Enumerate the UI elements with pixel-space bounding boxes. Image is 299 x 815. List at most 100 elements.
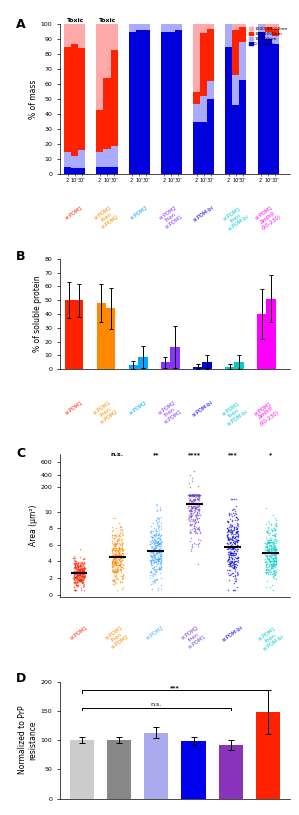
Point xyxy=(75,577,80,590)
Point xyxy=(232,527,237,540)
Bar xyxy=(271,24,279,29)
Point xyxy=(189,489,194,502)
Point xyxy=(80,572,84,585)
Point xyxy=(189,503,193,516)
Point xyxy=(196,508,201,521)
Point xyxy=(152,534,157,547)
Point xyxy=(82,570,87,584)
Point xyxy=(80,561,84,574)
Point xyxy=(272,563,277,576)
Point xyxy=(112,548,117,561)
Point xyxy=(264,540,269,553)
Point xyxy=(78,566,83,579)
Bar xyxy=(232,105,239,174)
Point xyxy=(271,542,276,555)
Point xyxy=(193,537,198,550)
Point xyxy=(271,528,276,541)
Point xyxy=(81,565,86,578)
Point xyxy=(157,562,161,575)
Point xyxy=(267,543,272,556)
Point xyxy=(118,553,123,566)
Point xyxy=(272,518,277,531)
Point xyxy=(120,573,125,586)
Point xyxy=(190,496,194,509)
Point xyxy=(270,562,275,575)
Point xyxy=(267,558,272,571)
Point xyxy=(264,580,269,593)
Point xyxy=(152,540,157,553)
Point xyxy=(76,559,81,572)
Point xyxy=(72,557,77,570)
Point xyxy=(271,537,276,550)
Point xyxy=(112,540,117,553)
Point xyxy=(265,537,269,550)
Point xyxy=(80,562,84,575)
Point xyxy=(196,503,201,516)
Point xyxy=(266,544,271,557)
Bar xyxy=(193,92,200,104)
Point xyxy=(197,504,202,518)
Point xyxy=(150,547,155,560)
Point xyxy=(111,553,116,566)
Bar xyxy=(161,24,168,32)
Point xyxy=(273,544,277,557)
Point xyxy=(82,566,86,579)
Point xyxy=(149,549,154,562)
Point xyxy=(234,533,238,546)
Point xyxy=(235,536,239,549)
Point xyxy=(269,552,274,565)
Point xyxy=(269,540,273,553)
Point xyxy=(159,511,164,524)
Point xyxy=(273,554,278,567)
Point xyxy=(267,550,272,563)
Point xyxy=(264,540,269,553)
Point xyxy=(188,490,193,503)
Point xyxy=(272,545,277,558)
Bar xyxy=(111,24,118,50)
Point xyxy=(152,541,157,554)
Point xyxy=(76,571,81,584)
Point xyxy=(79,566,83,579)
Bar xyxy=(271,37,279,44)
Point xyxy=(82,556,86,569)
Point xyxy=(268,556,273,569)
Point xyxy=(109,544,114,557)
Point xyxy=(74,563,79,576)
Point xyxy=(190,489,194,502)
Point xyxy=(118,537,122,550)
Point xyxy=(227,534,232,547)
Point xyxy=(154,535,158,548)
Bar xyxy=(225,367,234,369)
Point xyxy=(114,562,119,575)
Point xyxy=(157,538,162,551)
Point xyxy=(269,540,273,553)
Point xyxy=(155,535,160,548)
Point xyxy=(118,552,122,565)
Bar xyxy=(64,166,71,174)
Point xyxy=(150,561,155,574)
Point xyxy=(72,557,77,570)
Point xyxy=(271,557,275,570)
Point xyxy=(194,521,199,534)
Point xyxy=(79,562,83,575)
Point xyxy=(226,584,231,597)
Point xyxy=(272,550,277,563)
Point xyxy=(120,571,125,584)
Point xyxy=(155,538,160,551)
Bar xyxy=(257,314,266,369)
Point xyxy=(273,557,278,570)
Point xyxy=(72,573,77,586)
Point xyxy=(152,551,157,564)
Point xyxy=(75,569,80,582)
Point xyxy=(154,547,158,560)
Point xyxy=(78,574,83,587)
Point xyxy=(155,535,160,548)
Point xyxy=(151,556,156,569)
Point xyxy=(109,557,114,570)
Point xyxy=(194,500,199,513)
Point xyxy=(155,553,160,566)
Point xyxy=(188,480,193,493)
Point xyxy=(227,568,231,581)
Point xyxy=(234,530,239,543)
Bar xyxy=(161,363,170,369)
